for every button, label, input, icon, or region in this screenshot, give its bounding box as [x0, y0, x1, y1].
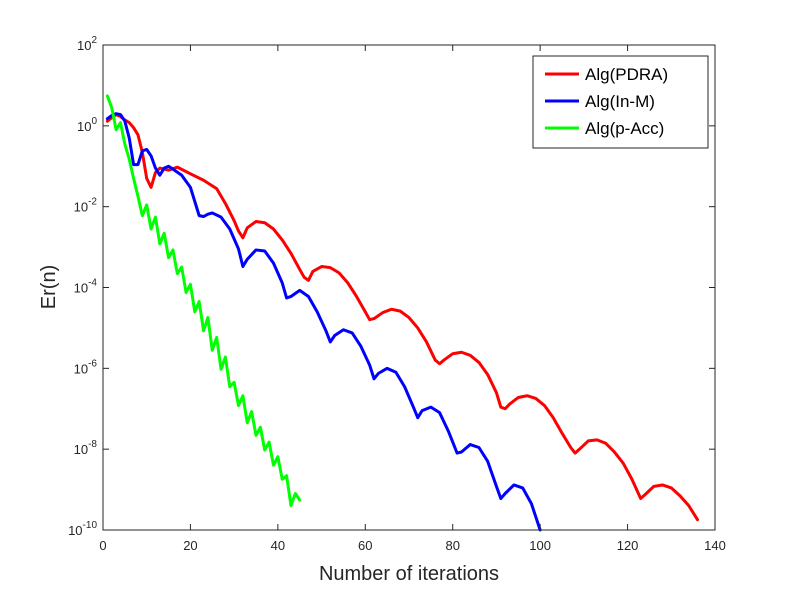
x-tick-label: 140 — [704, 538, 726, 553]
x-tick-label: 0 — [99, 538, 106, 553]
x-tick-label: 40 — [271, 538, 285, 553]
y-tick-label: 100 — [77, 116, 97, 134]
y-tick-label: 10-6 — [74, 358, 98, 376]
y-tick-label: 10-8 — [74, 439, 98, 457]
x-tick-label: 20 — [183, 538, 197, 553]
legend-label-2: Alg(In-M) — [585, 92, 655, 111]
series-layer — [105, 94, 700, 532]
x-tick-label: 60 — [358, 538, 372, 553]
series-line-3 — [105, 94, 302, 508]
y-tick-label: 102 — [77, 35, 97, 53]
y-axis-label: Er(n) — [38, 265, 60, 309]
x-tick-label: 80 — [445, 538, 459, 553]
legend-label-3: Alg(p-Acc) — [585, 119, 664, 138]
y-tick-label: 10-4 — [74, 278, 98, 296]
x-axis-label: Number of iterations — [319, 563, 499, 585]
y-tick-label: 10-10 — [68, 520, 97, 538]
series-line-2 — [105, 112, 542, 532]
x-tick-label: 100 — [529, 538, 551, 553]
axes-layer: 0 20 40 60 80 100 120 140 102 100 10-2 10-4 10-6 10-8… — [68, 35, 726, 553]
y-tick-label: 10-2 — [74, 197, 98, 215]
x-tick-label: 120 — [617, 538, 639, 553]
legend: Alg(PDRA) Alg(In-M) Alg(p-Acc) — [532, 55, 709, 149]
legend-label-1: Alg(PDRA) — [585, 65, 668, 84]
